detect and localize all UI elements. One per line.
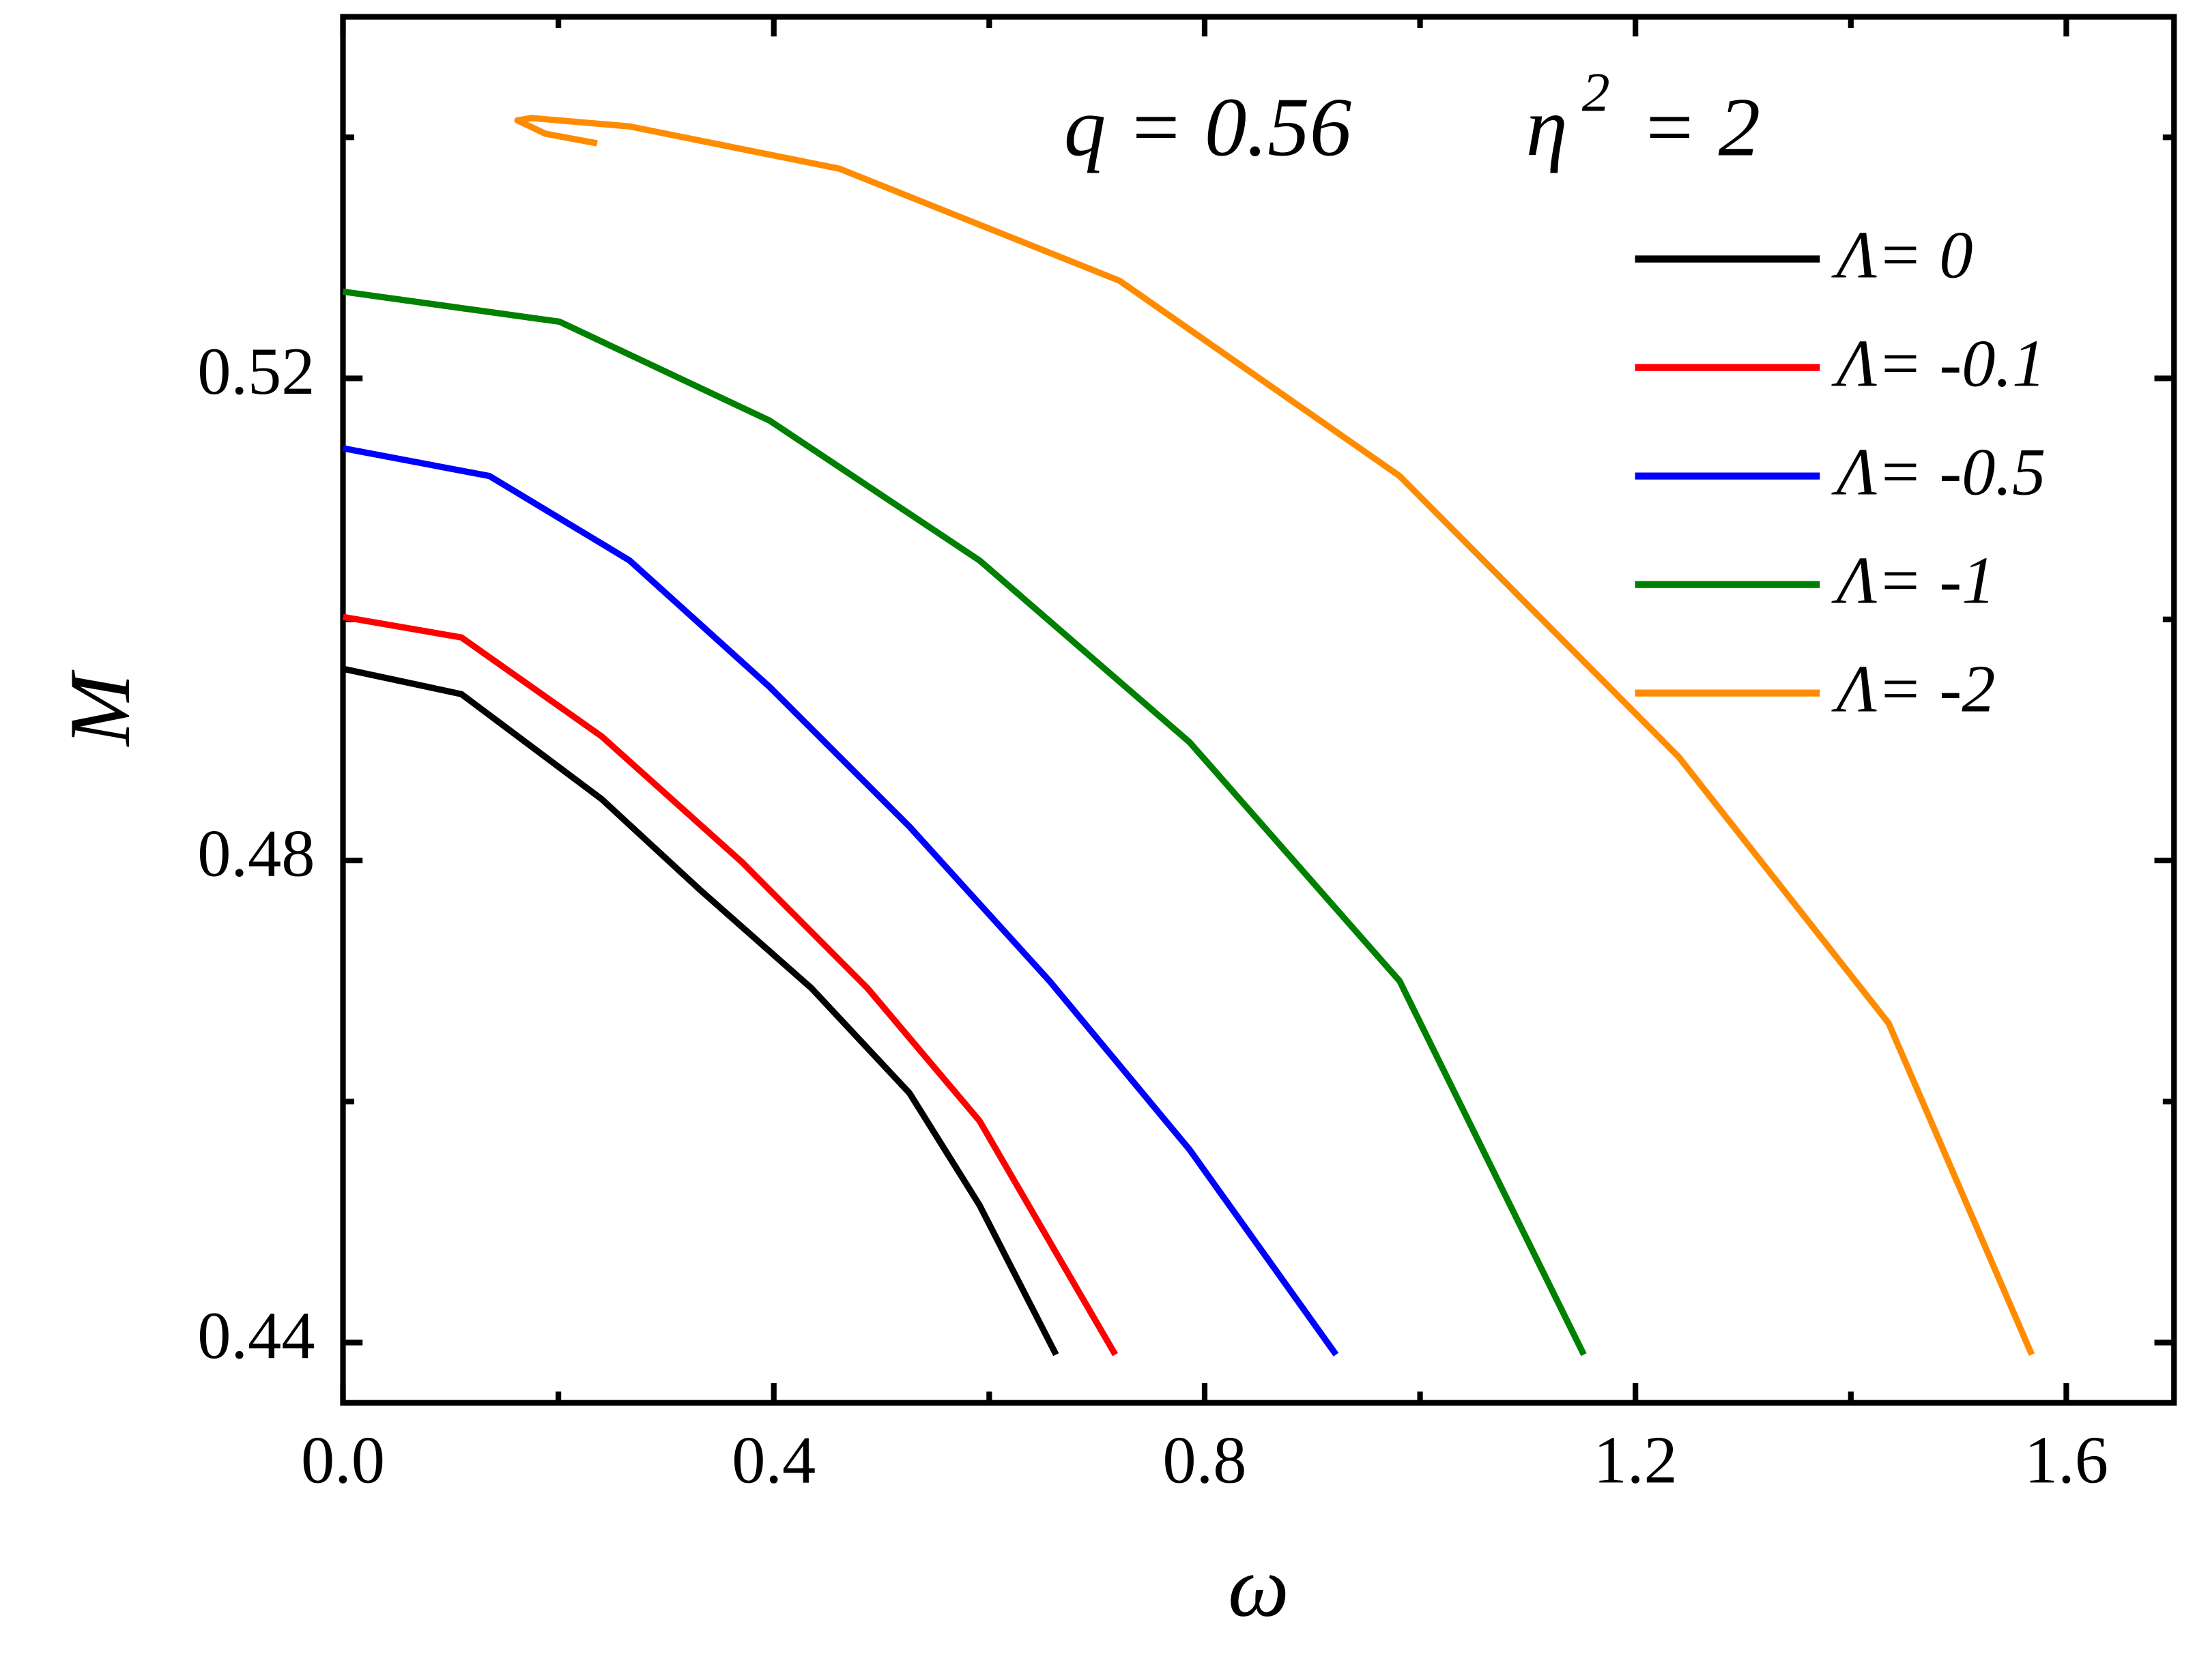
y-tick-label: 0.44 <box>197 1299 315 1373</box>
legend-label: Λ= 0 <box>1831 218 1973 292</box>
x-tick-label: 0.4 <box>732 1423 816 1498</box>
series-line <box>342 288 1587 1357</box>
x-tick-label: 0.0 <box>301 1423 385 1498</box>
x-tick-label: 0.8 <box>1162 1423 1246 1498</box>
annotation: η <box>1526 80 1568 173</box>
legend-label: Λ= -1 <box>1831 543 1995 618</box>
x-tick-label: 1.6 <box>2024 1423 2108 1498</box>
annotation: = 2 <box>1641 80 1760 173</box>
x-tick-label: 1.2 <box>1594 1423 1678 1498</box>
series-line <box>514 115 2035 1357</box>
y-tick-label: 0.52 <box>197 334 315 409</box>
legend-label: Λ= -0.1 <box>1831 326 2046 401</box>
series-line <box>342 613 1119 1357</box>
annotation: 2 <box>1582 61 1610 123</box>
y-tick-label: 0.48 <box>197 817 315 891</box>
plot-frame <box>340 14 2177 1406</box>
series-line <box>342 665 1059 1357</box>
legend-label: Λ= -0.5 <box>1831 435 2046 509</box>
x-axis-label: ω <box>1228 1539 1289 1635</box>
y-axis-label: M <box>52 669 148 747</box>
annotation: q = 0.56 <box>1064 80 1351 173</box>
legend-label: Λ= -2 <box>1831 652 1995 726</box>
series-line <box>342 445 1339 1357</box>
